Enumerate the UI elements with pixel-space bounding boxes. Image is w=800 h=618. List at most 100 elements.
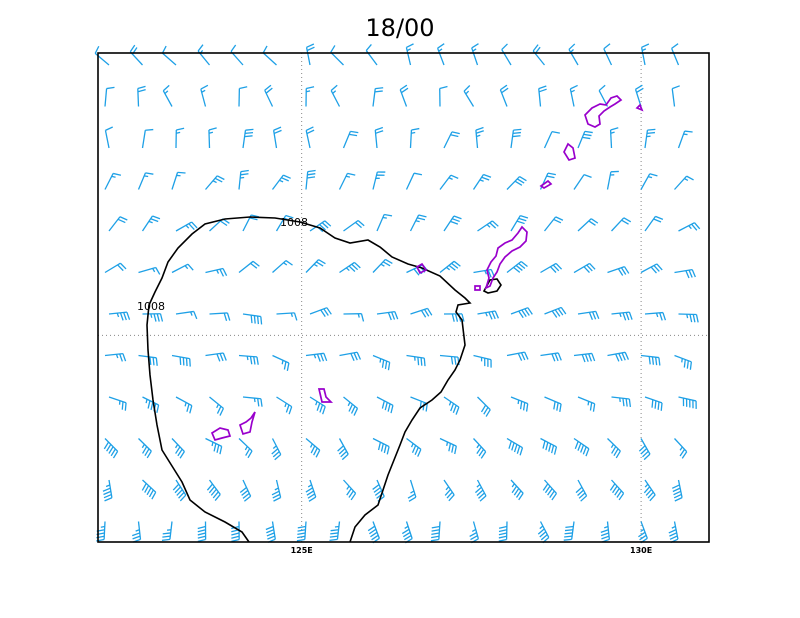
wind-barb-feather xyxy=(591,353,596,362)
wind-barb-feather xyxy=(644,483,649,488)
wind-barb-icon xyxy=(276,312,298,321)
wind-barb-feather xyxy=(538,88,547,93)
wind-barb-feather xyxy=(476,134,481,138)
wind-barb-icon xyxy=(506,260,528,274)
wind-barb-feather xyxy=(669,535,678,540)
wind-barb-icon xyxy=(477,220,499,232)
wind-barb-icon xyxy=(138,438,152,459)
wind-barb-feather xyxy=(469,532,477,538)
wind-barb-feather xyxy=(387,362,391,371)
wind-barb-feather xyxy=(279,179,284,183)
wind-barb-feather xyxy=(121,401,124,410)
wind-barb-feather xyxy=(479,179,484,182)
wind-barb-icon xyxy=(410,307,433,318)
wind-barb-feather xyxy=(281,360,284,365)
wind-barb-feather xyxy=(647,128,656,131)
island-miyako xyxy=(317,388,334,403)
wind-barb-feather xyxy=(201,89,206,93)
wind-barb-feather xyxy=(553,401,556,410)
wind-barb-feather xyxy=(316,353,321,362)
wind-barb-feather xyxy=(322,406,326,415)
wind-barb-feather xyxy=(418,214,427,218)
wind-barb-feather xyxy=(520,214,529,219)
wind-barb-feather xyxy=(100,525,105,528)
wind-barb-feather xyxy=(174,444,179,449)
wind-barb-feather xyxy=(551,130,560,134)
wind-barb-icon xyxy=(678,222,701,232)
wind-barb-feather xyxy=(370,531,378,538)
wind-barb-icon xyxy=(638,438,651,461)
wind-barb-icon xyxy=(573,173,592,190)
wind-barb-feather xyxy=(320,309,326,317)
wind-barb-feather xyxy=(149,356,152,366)
wind-barb-feather xyxy=(430,538,439,542)
wind-barb-icon xyxy=(271,174,291,190)
wind-barb-feather xyxy=(315,261,324,267)
wind-barb-icon xyxy=(671,479,683,502)
wind-barb-feather xyxy=(454,313,459,322)
island-okinawa xyxy=(484,225,528,290)
wind-barb-feather xyxy=(152,357,155,366)
wind-barb-icon xyxy=(510,307,533,319)
wind-barb-feather xyxy=(540,534,548,541)
wind-barb-feather xyxy=(319,404,324,413)
map-frame xyxy=(97,52,710,543)
wind-barb-feather xyxy=(309,443,313,448)
wind-barb-staff xyxy=(671,48,680,66)
wind-barb-feather xyxy=(340,450,348,458)
wind-barb-feather xyxy=(382,261,391,267)
wind-barb-icon xyxy=(575,479,588,502)
wind-barb-feather xyxy=(341,453,349,461)
wind-barb-feather xyxy=(356,351,362,360)
wind-barb-feather xyxy=(239,486,247,493)
wind-barb-feather xyxy=(622,312,627,321)
wind-barb-feather xyxy=(197,44,204,52)
wind-barb-feather xyxy=(330,84,338,92)
wind-barb-feather xyxy=(172,483,180,491)
wind-barb-feather xyxy=(431,529,440,532)
wind-barb-feather xyxy=(330,532,339,535)
wind-barb-icon xyxy=(339,351,362,361)
wind-barb-feather xyxy=(219,408,225,416)
wind-barb-feather xyxy=(548,443,552,452)
wind-barb-feather xyxy=(613,448,619,457)
wind-barb-feather xyxy=(297,525,306,529)
wind-barb-feather xyxy=(487,269,492,278)
wind-barb-feather xyxy=(247,450,253,459)
wind-barb-feather xyxy=(420,357,423,366)
wind-barb-feather xyxy=(357,220,365,227)
wind-barb-icon xyxy=(296,521,307,542)
wind-barb-feather xyxy=(512,135,521,138)
wind-barb-feather xyxy=(618,353,623,362)
wind-barb-feather xyxy=(498,538,507,542)
wind-barb-icon xyxy=(409,214,427,232)
wind-barb-feather xyxy=(564,535,573,538)
wind-barb-feather xyxy=(583,266,590,273)
wind-barb-feather xyxy=(481,176,490,181)
wind-barb-icon xyxy=(238,354,259,365)
wind-barb-feather xyxy=(249,217,258,221)
wind-barb-feather xyxy=(669,532,677,537)
wind-barb-feather xyxy=(501,43,508,51)
wind-barb-icon xyxy=(305,259,326,273)
wind-barb-feather xyxy=(427,308,433,316)
wind-barb-feather xyxy=(400,87,409,94)
wind-barb-feather xyxy=(213,443,217,452)
wind-barb-icon xyxy=(410,396,428,412)
wind-barb-feather xyxy=(448,443,452,452)
wind-barb-icon xyxy=(668,521,679,544)
wind-barb-feather xyxy=(641,43,650,48)
wind-barb-icon xyxy=(611,396,632,408)
wind-barb-feather xyxy=(520,352,526,361)
wind-barb-feather xyxy=(479,495,487,502)
wind-barb-feather xyxy=(691,269,696,278)
wind-barb-feather xyxy=(379,358,382,363)
wind-barb-feather xyxy=(580,495,588,502)
wind-barb-feather xyxy=(281,177,289,182)
wind-barb-feather xyxy=(212,491,219,499)
wind-barb-feather xyxy=(250,262,258,269)
wind-barb-feather xyxy=(520,260,528,267)
wind-barb-feather xyxy=(513,444,518,453)
wind-barb-feather xyxy=(226,312,231,321)
wind-barb-feather xyxy=(381,400,385,409)
